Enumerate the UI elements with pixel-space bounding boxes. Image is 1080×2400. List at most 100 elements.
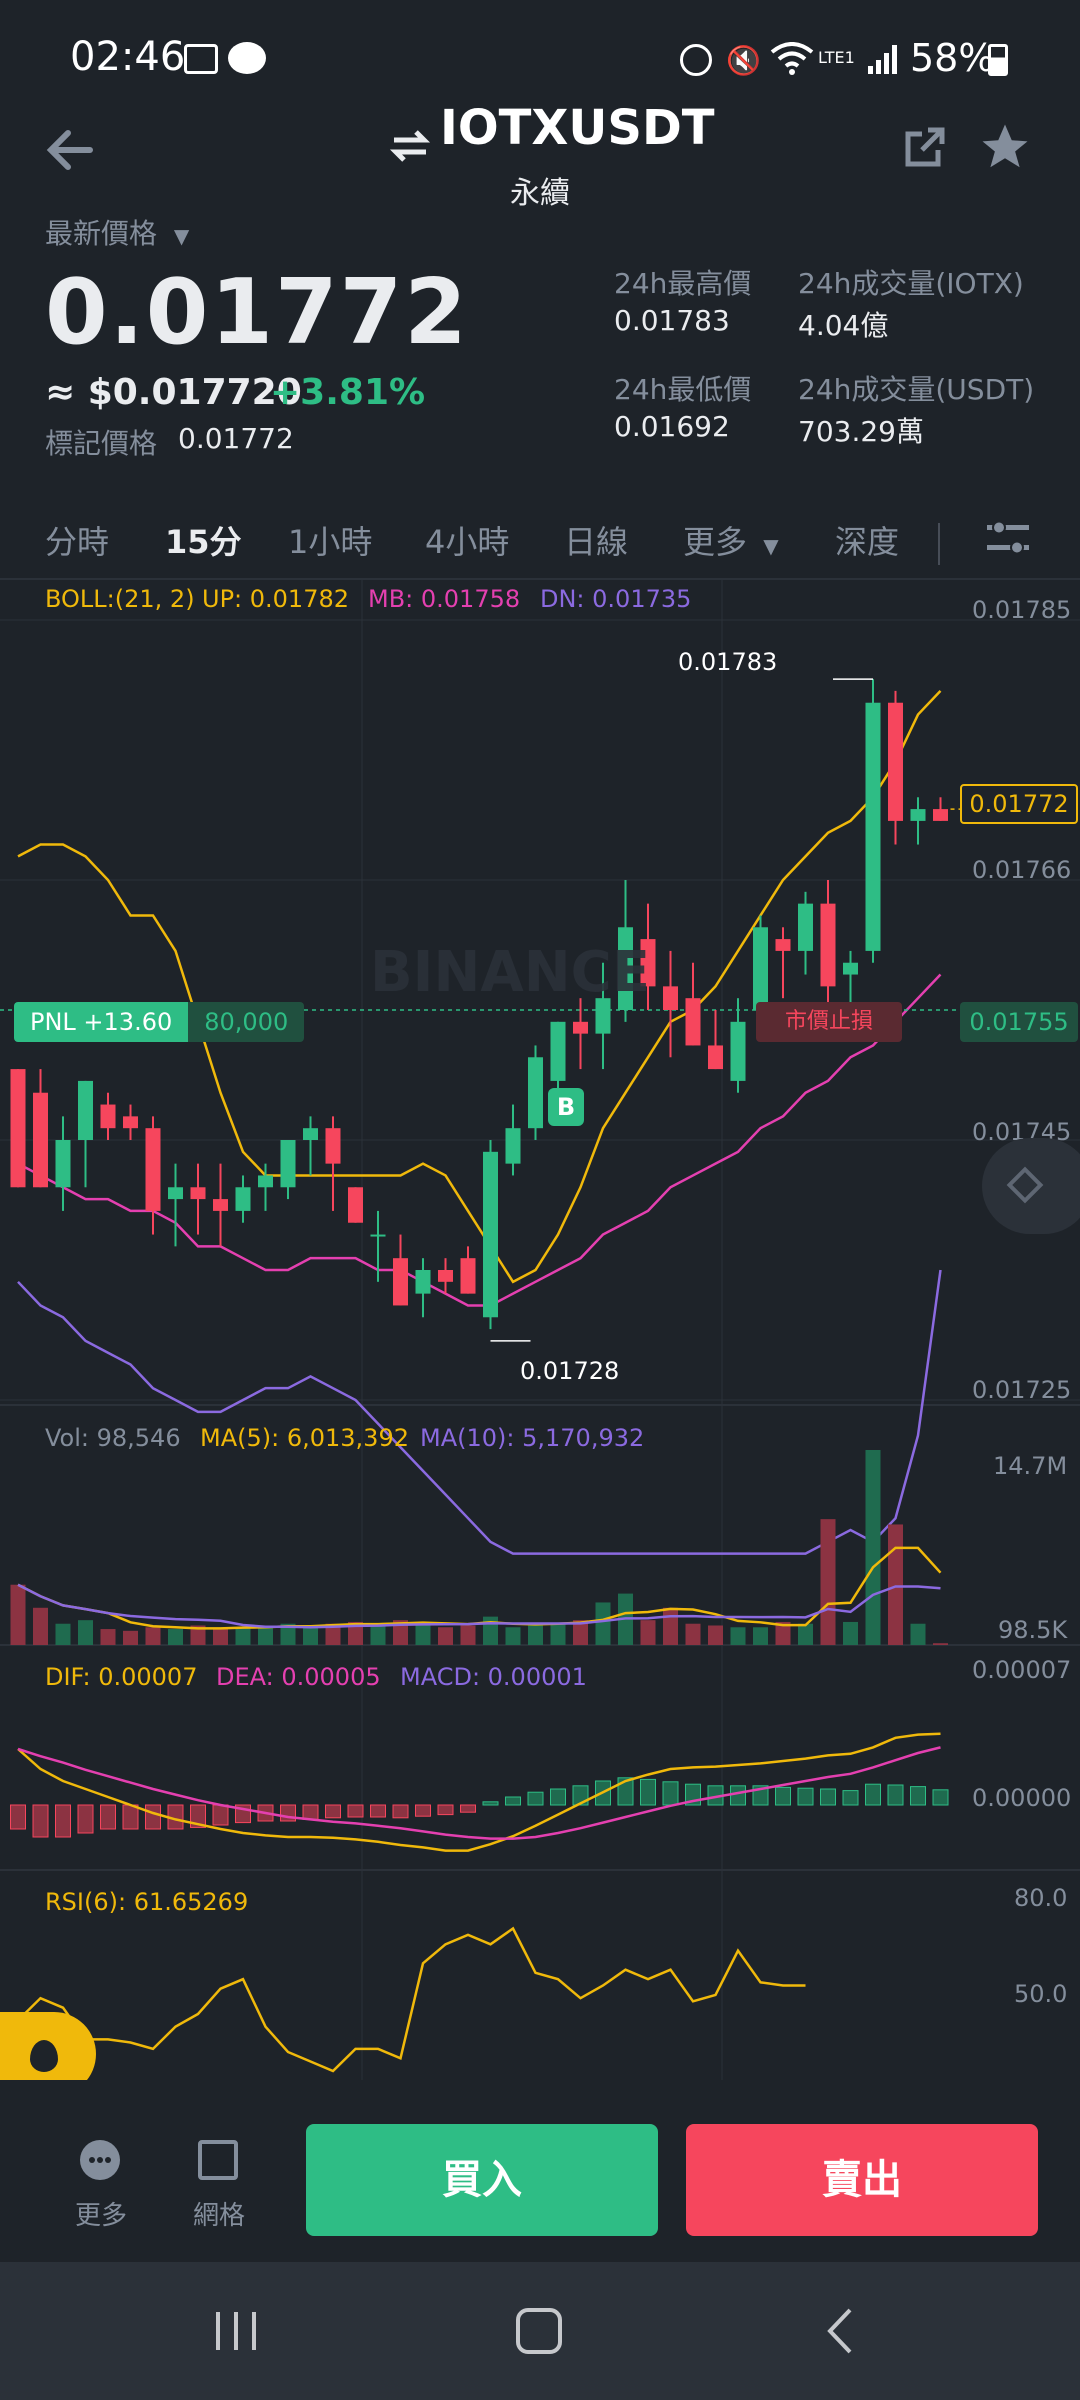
volume-bar <box>100 1629 116 1645</box>
candle-body <box>123 1116 138 1129</box>
tab-daily[interactable]: 日線 <box>564 523 629 561</box>
volume-bar <box>910 1623 926 1645</box>
caret-down-icon: ▼ <box>763 534 779 558</box>
battery-percent: 58% <box>910 36 995 80</box>
low-marker-label: 0.01728 <box>520 1357 620 1385</box>
candle-body <box>393 1258 408 1306</box>
sell-button[interactable]: 賣出 <box>686 2124 1038 2236</box>
caret-down-icon: ▼ <box>173 224 190 248</box>
more-button[interactable] <box>70 2140 130 2180</box>
volume-bar <box>820 1519 836 1645</box>
candle-body <box>303 1128 318 1140</box>
buy-button[interactable]: 買入 <box>306 2124 658 2236</box>
candle-body <box>595 998 611 1034</box>
macd-dif-label: DIF: 0.00007 <box>45 1663 198 1691</box>
volume-bar <box>865 1450 881 1645</box>
candle-body <box>618 927 633 1010</box>
usd-price: ≈ $0.017720 <box>45 372 302 413</box>
back-nav-icon[interactable] <box>820 2306 860 2356</box>
buy-marker-label: B <box>556 1093 576 1121</box>
latest-price-label: 最新價格 <box>45 217 158 250</box>
macd-histogram-bar <box>32 1804 49 1838</box>
candle-body <box>10 1069 26 1188</box>
volume-bar <box>213 1629 228 1645</box>
home-icon[interactable] <box>516 2308 562 2354</box>
candle-body <box>235 1187 251 1211</box>
tab-depth[interactable]: 深度 <box>835 523 900 561</box>
candle-body <box>663 986 678 1010</box>
grid-trading-button[interactable] <box>188 2140 248 2180</box>
volume-bar <box>258 1625 273 1645</box>
volume-bar <box>550 1623 566 1645</box>
tab-time-share[interactable]: 分時 <box>45 523 110 561</box>
tab-15m[interactable]: 15分 <box>165 523 242 561</box>
swap-contract-icon[interactable] <box>388 126 432 166</box>
mark-price-value: 0.01772 <box>178 422 294 455</box>
vol-ma5-label: MA(5): 6,013,392 <box>200 1424 409 1452</box>
tabs-divider <box>0 578 1080 580</box>
candle-body <box>168 1187 183 1200</box>
candle-body <box>550 1021 566 1081</box>
macd-histogram-bar <box>797 1787 814 1806</box>
high-24h-label: 24h最高價 <box>614 267 752 300</box>
position-price-tag-value: 0.01755 <box>969 1008 1069 1036</box>
macd-histogram-bar <box>482 1801 499 1806</box>
vol-ma10-label: MA(10): 5,170,932 <box>420 1424 645 1452</box>
last-price: 0.01772 <box>45 260 469 365</box>
macd-histogram-bar <box>325 1804 341 1819</box>
volume-bar <box>775 1621 791 1645</box>
tab-1h[interactable]: 1小時 <box>288 523 373 561</box>
candle-body <box>190 1187 206 1200</box>
candle-body <box>843 962 858 975</box>
candle-body <box>505 1128 521 1164</box>
latest-price-dropdown[interactable]: 最新價格 ▼ <box>45 212 189 252</box>
candle-body <box>640 939 656 987</box>
tab-more[interactable]: 更多 ▼ <box>683 517 779 563</box>
macd-histogram-bar <box>122 1804 139 1830</box>
volume-bar <box>415 1621 431 1645</box>
macd-histogram-bar <box>820 1788 836 1806</box>
macd-histogram-bar <box>212 1804 229 1826</box>
candle-body <box>483 1151 498 1318</box>
rsi-axis-mid: 50.0 <box>1014 1980 1068 2008</box>
pnl-badge[interactable]: PNL +13.60 80,000 <box>14 1002 305 1042</box>
macd-dif-line <box>17 1732 941 1852</box>
price-axis-tick: 0.01785 <box>972 596 1072 624</box>
macd-dea-label: DEA: 0.00005 <box>216 1663 381 1691</box>
candlestick-chart[interactable] <box>0 580 1080 2080</box>
binance-watermark: BINANCE <box>370 940 650 1005</box>
macd-axis-max: 0.00007 <box>972 1656 1072 1684</box>
battery-icon <box>988 44 1008 76</box>
vol-axis-min: 98.5K <box>998 1616 1068 1644</box>
stop-market-order[interactable]: 市價止損 <box>756 1002 902 1042</box>
candle-body <box>573 1021 588 1034</box>
chart-settings-icon[interactable] <box>985 515 1031 561</box>
macd-histogram-bar <box>550 1788 566 1806</box>
candle-body <box>798 903 813 951</box>
position-size: 80,000 <box>188 1002 305 1042</box>
vol-label: Vol: 98,546 <box>45 1424 181 1452</box>
back-arrow-icon[interactable] <box>40 120 100 180</box>
buy-marker[interactable]: B <box>548 1088 584 1126</box>
pnl-value: PNL +13.60 <box>14 1002 189 1042</box>
recent-apps-icon[interactable] <box>212 2310 262 2352</box>
macd-histogram-bar <box>460 1804 476 1813</box>
vol-usdt-value: 703.29萬 <box>798 415 924 448</box>
macd-histogram-bar <box>392 1804 409 1819</box>
candle-body <box>258 1175 273 1188</box>
favorite-star-icon[interactable] <box>978 120 1032 174</box>
macd-histogram-bar <box>302 1804 319 1820</box>
symbol-title[interactable]: IOTXUSDT <box>440 100 715 156</box>
candle-body <box>933 809 948 821</box>
watermark-text: BINANCE <box>370 940 650 1005</box>
price-axis-tick: 0.01766 <box>972 856 1072 884</box>
tab-4h[interactable]: 4小時 <box>425 523 510 561</box>
macd-histogram-bar <box>527 1791 544 1806</box>
high-24h-value: 0.01783 <box>614 304 730 337</box>
mark-price-label: 標記價格 <box>45 427 158 460</box>
share-icon[interactable] <box>900 122 950 172</box>
candle-body <box>820 903 836 987</box>
grid-chart-icon <box>198 2140 238 2180</box>
floating-binance-button[interactable] <box>982 1138 1080 1234</box>
macd-histogram-bar <box>347 1804 364 1818</box>
